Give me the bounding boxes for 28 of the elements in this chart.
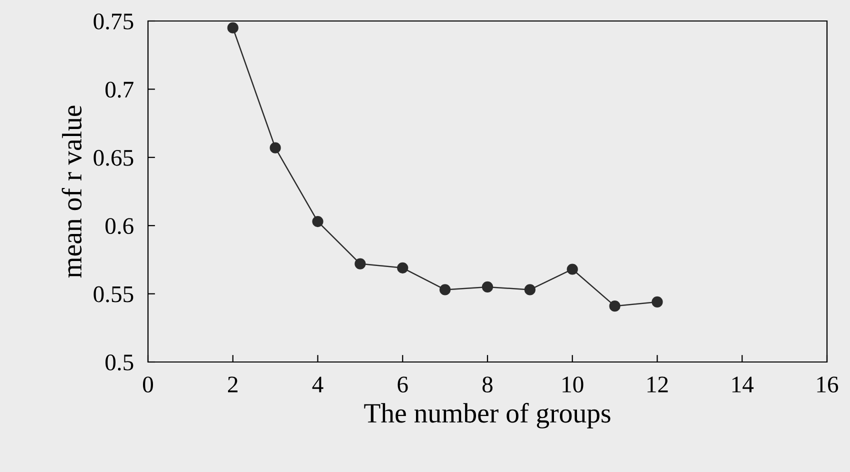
point — [609, 300, 620, 312]
y-tick-label: 0.55 — [94, 286, 134, 302]
point — [566, 264, 578, 275]
x-tick-label: 12 — [648, 376, 668, 392]
y-axis-title: mean of r value — [62, 106, 82, 278]
y-tick-label: 0.5 — [105, 354, 134, 371]
point — [397, 262, 408, 274]
point — [652, 296, 663, 308]
x-tick-label: 6 — [398, 376, 408, 393]
y-tick-label: 0.7 — [105, 82, 134, 98]
y-tick-label: 0.75 — [94, 13, 134, 30]
x-tick-label: 10 — [562, 376, 584, 393]
x-tick-label: 14 — [732, 376, 754, 392]
x-tick-label: 16 — [817, 376, 838, 393]
y-tick-label: 0.6 — [105, 218, 134, 234]
point — [270, 142, 281, 154]
point — [312, 216, 324, 228]
point — [440, 284, 451, 296]
point — [354, 258, 366, 270]
x-tick-label: 2 — [228, 376, 238, 392]
x-tick-label: 0 — [142, 376, 154, 393]
point — [524, 284, 536, 296]
point — [482, 281, 494, 293]
x-tick-label: 8 — [482, 376, 493, 393]
x-axis-title: The number of groups — [364, 402, 610, 428]
x-tick-label: 4 — [312, 376, 324, 392]
point — [227, 22, 238, 34]
y-tick-label: 0.65 — [94, 150, 134, 166]
